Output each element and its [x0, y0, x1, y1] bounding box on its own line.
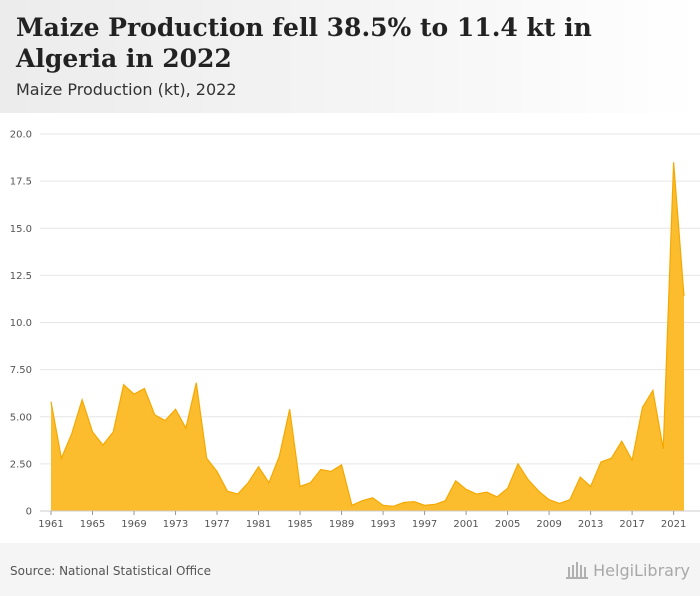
x-tick-label: 2005: [495, 519, 520, 530]
x-tick-label: 2009: [536, 519, 561, 530]
x-tick-label: 2013: [578, 519, 603, 530]
y-tick-label: 5.00: [10, 412, 32, 423]
y-tick-label: 10.0: [10, 318, 32, 329]
x-tick-label: 1997: [412, 519, 437, 530]
y-tick-label: 7.50: [10, 365, 32, 376]
x-tick-label: 2021: [661, 519, 686, 530]
y-tick-label: 15.0: [10, 224, 32, 235]
logo-text: HelgiLibrary: [593, 560, 690, 580]
x-tick-label: 2017: [619, 519, 644, 530]
x-tick-label: 1969: [121, 519, 146, 530]
helgi-library-logo[interactable]: HelgiLibrary: [565, 559, 690, 581]
y-tick-label: 0: [26, 507, 32, 518]
area-chart: 0 2.50 5.00 7.50 10.0 12.5 15.0 17.5 20.0 1961 196…: [10, 130, 700, 530]
y-tick-label: 17.5: [10, 177, 32, 188]
x-tick-label: 1977: [204, 519, 229, 530]
x-tick-label: 1993: [370, 519, 395, 530]
footer: Source: National Statistical Office Helg…: [0, 543, 700, 596]
library-building-icon: [566, 562, 589, 579]
x-tick-label: 1965: [80, 519, 105, 530]
chart-subtitle: Maize Production (kt), 2022: [16, 80, 237, 99]
chart-area: 0 2.50 5.00 7.50 10.0 12.5 15.0 17.5 20.0 1961 196…: [0, 113, 700, 543]
x-tick-label: 1961: [38, 519, 63, 530]
x-tick-label: 2001: [453, 519, 478, 530]
x-tick-label: 1973: [163, 519, 188, 530]
x-tick-label: 1981: [246, 519, 271, 530]
page-title: Maize Production fell 38.5% to 11.4 kt i…: [16, 13, 592, 73]
y-tick-label: 2.50: [10, 459, 32, 470]
source-note: Source: National Statistical Office: [10, 564, 212, 578]
x-tick-label: 1989: [329, 519, 354, 530]
y-tick-label: 12.5: [10, 271, 32, 282]
series-line: [50, 162, 685, 507]
header: Maize Production fell 38.5% to 11.4 kt i…: [0, 0, 700, 113]
x-tick-label: 1985: [287, 519, 312, 530]
y-tick-label: 20.0: [10, 130, 32, 141]
series-area: [51, 162, 684, 511]
